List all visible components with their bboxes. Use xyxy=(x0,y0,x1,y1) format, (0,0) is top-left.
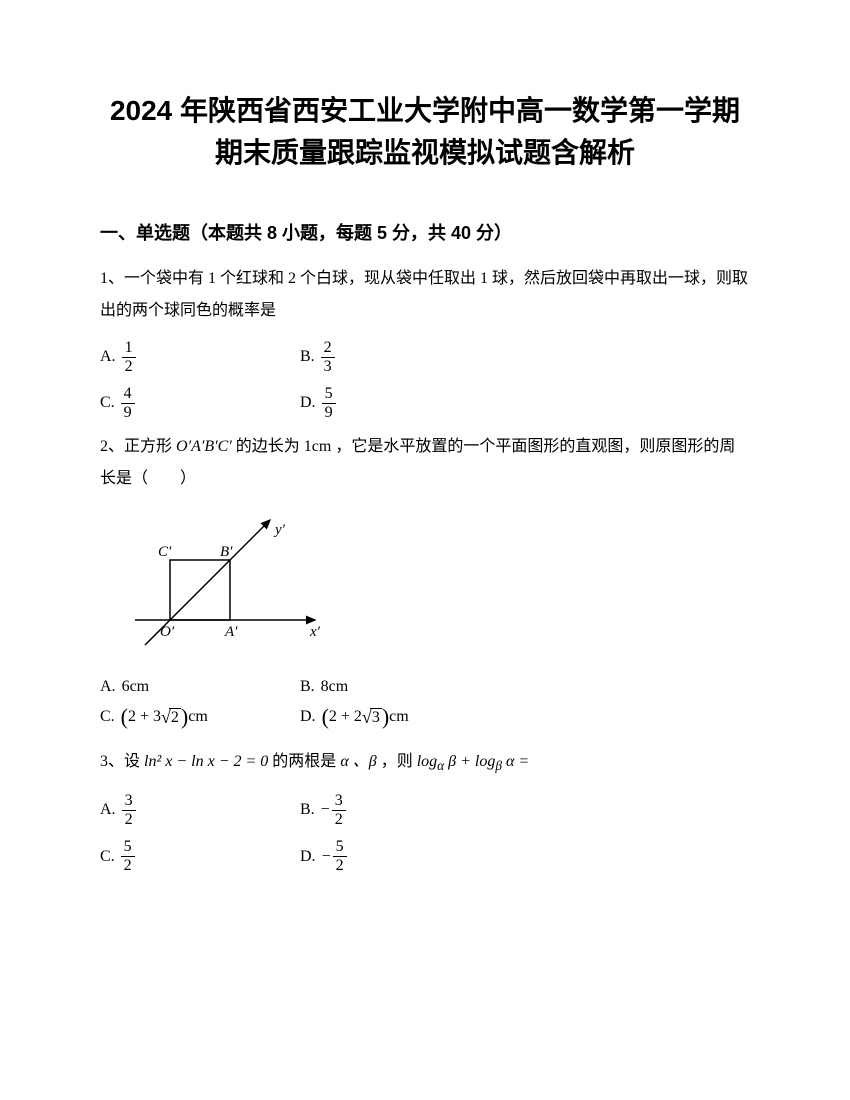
option-label: A. xyxy=(100,678,116,696)
label-b: B′ xyxy=(220,544,233,560)
radicand: 2 xyxy=(169,708,181,727)
q2-options-row2: C. (2 + 3√2)cm D. (2 + 2√3)cm xyxy=(100,706,750,728)
q1-option-a: A. 1 2 xyxy=(100,339,300,375)
q2-options-row1: A. 6cm B. 8cm xyxy=(100,678,750,696)
q3-option-b: B. − 3 2 xyxy=(300,792,346,828)
q3-expr2: α 、β xyxy=(340,753,376,770)
option-label: C. xyxy=(100,708,115,726)
option-label: B. xyxy=(300,678,315,696)
option-label: A. xyxy=(100,801,116,819)
denominator: 2 xyxy=(122,811,136,829)
q2-diagram: C′ B′ O′ A′ y′ x′ xyxy=(130,510,750,660)
q2-option-b: B. 8cm xyxy=(300,678,348,696)
option-label: B. xyxy=(300,801,315,819)
q1-options-row2: C. 4 9 D. 5 9 xyxy=(100,385,750,421)
square-diagram-svg: C′ B′ O′ A′ y′ x′ xyxy=(130,510,330,655)
numerator: 1 xyxy=(122,339,136,358)
question-1-text: 1、一个袋中有 1 个红球和 2 个白球，现从袋中任取出 1 球，然后放回袋中再… xyxy=(100,263,750,327)
numerator: 4 xyxy=(121,385,135,404)
option-value: 8cm xyxy=(321,678,349,696)
fraction: 5 9 xyxy=(322,385,336,421)
q3-options-row1: A. 3 2 B. − 3 2 xyxy=(100,792,750,828)
paren-expr: (2 + 3√2)cm xyxy=(121,706,208,728)
denominator: 9 xyxy=(322,404,336,422)
q1-option-d: D. 5 9 xyxy=(300,385,336,421)
q3-expr1: ln² x − ln x − 2 = 0 xyxy=(144,753,268,770)
q3-prefix: 3、设 xyxy=(100,753,144,770)
denominator: 3 xyxy=(321,358,335,376)
q3-options-row2: C. 5 2 D. − 5 2 xyxy=(100,838,750,874)
radicand: 3 xyxy=(370,708,382,727)
fraction: 5 2 xyxy=(333,838,347,874)
q1-options-row1: A. 1 2 B. 2 3 xyxy=(100,339,750,375)
expr-prefix: 2 + 3 xyxy=(128,708,161,726)
page-title: 2024 年陕西省西安工业大学附中高一数学第一学期期末质量跟踪监视模拟试题含解析 xyxy=(100,90,750,174)
paren-expr: (2 + 2√3)cm xyxy=(322,706,409,728)
q2-option-c: C. (2 + 3√2)cm xyxy=(100,706,300,728)
fraction: 3 2 xyxy=(332,792,346,828)
numerator: 5 xyxy=(322,385,336,404)
option-label: D. xyxy=(300,394,316,412)
q1-option-b: B. 2 3 xyxy=(300,339,335,375)
expr-suffix: cm xyxy=(188,708,208,726)
numerator: 3 xyxy=(332,792,346,811)
numerator: 2 xyxy=(321,339,335,358)
option-value: 6cm xyxy=(122,678,150,696)
denominator: 2 xyxy=(122,358,136,376)
denominator: 9 xyxy=(121,404,135,422)
fraction: 5 2 xyxy=(121,838,135,874)
q2-option-a: A. 6cm xyxy=(100,678,300,696)
label-c: C′ xyxy=(158,544,172,560)
label-o: O′ xyxy=(160,624,175,640)
numerator: 5 xyxy=(333,838,347,857)
option-label: B. xyxy=(300,348,315,366)
radical: √3 xyxy=(362,708,382,727)
option-label: C. xyxy=(100,848,115,866)
label-y: y′ xyxy=(273,522,286,538)
expr-prefix: 2 + 2 xyxy=(329,708,362,726)
label-x: x′ xyxy=(309,624,321,640)
neg-sign: − xyxy=(322,848,331,866)
q3-mid1: 的两根是 xyxy=(268,753,340,770)
q3-option-a: A. 3 2 xyxy=(100,792,300,828)
option-label: C. xyxy=(100,394,115,412)
q3-expr3: logα β + logβ α = xyxy=(417,753,530,770)
q3-option-c: C. 5 2 xyxy=(100,838,300,874)
option-label: D. xyxy=(300,708,316,726)
question-2-text: 2、正方形 O′A′B′C′ 的边长为 1cm ，它是水平放置的一个平面图形的直… xyxy=(100,431,750,495)
numerator: 5 xyxy=(121,838,135,857)
denominator: 2 xyxy=(121,857,135,875)
denominator: 2 xyxy=(333,857,347,875)
denominator: 2 xyxy=(332,811,346,829)
radical: √2 xyxy=(161,708,181,727)
q2-prefix: 2、正方形 xyxy=(100,438,176,455)
neg-sign: − xyxy=(321,801,330,819)
q1-option-c: C. 4 9 xyxy=(100,385,300,421)
numerator: 3 xyxy=(122,792,136,811)
section-1-header: 一、单选题（本题共 8 小题，每题 5 分，共 40 分） xyxy=(100,219,750,245)
q3-option-d: D. − 5 2 xyxy=(300,838,347,874)
fraction: 2 3 xyxy=(321,339,335,375)
fraction: 1 2 xyxy=(122,339,136,375)
fraction: 4 9 xyxy=(121,385,135,421)
label-a: A′ xyxy=(224,624,238,640)
question-3-text: 3、设 ln² x − ln x − 2 = 0 的两根是 α 、β ，则 lo… xyxy=(100,746,750,780)
fraction: 3 2 xyxy=(122,792,136,828)
q2-option-d: D. (2 + 2√3)cm xyxy=(300,706,409,728)
expr-suffix: cm xyxy=(389,708,409,726)
q3-mid2: ，则 xyxy=(377,753,417,770)
option-label: A. xyxy=(100,348,116,366)
q2-expr: O′A′B′C′ xyxy=(176,438,232,455)
option-label: D. xyxy=(300,848,316,866)
